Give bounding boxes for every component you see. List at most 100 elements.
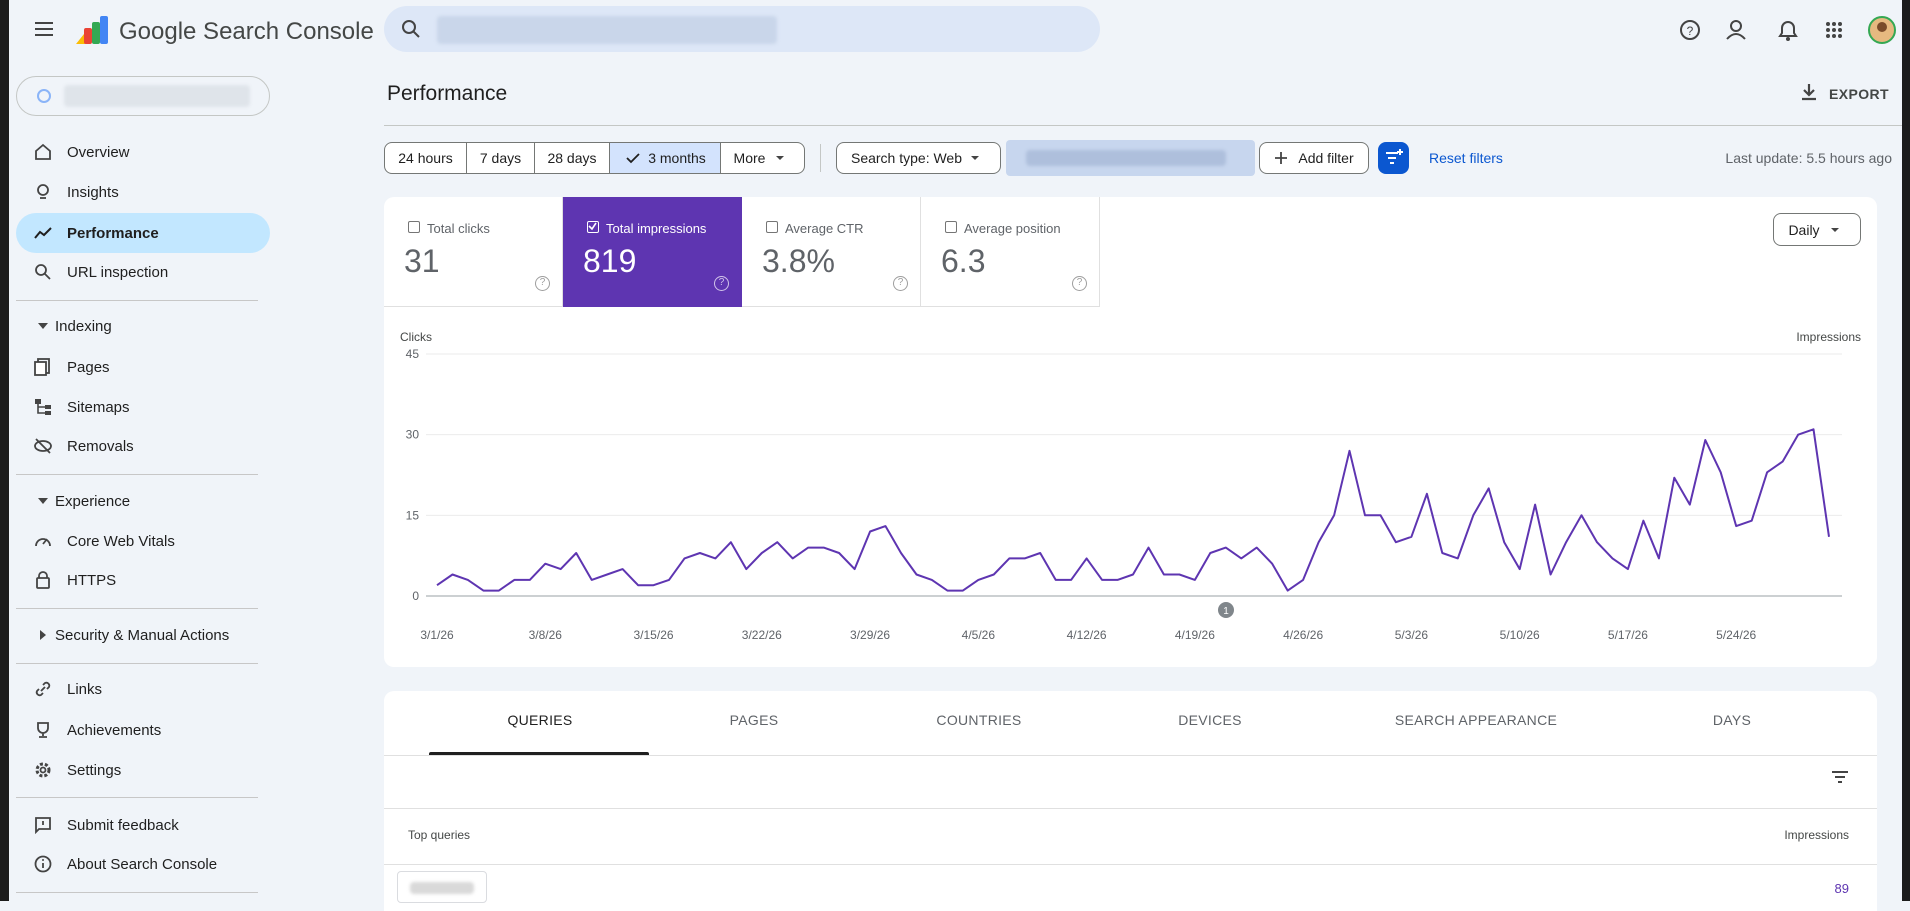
reset-filters-link[interactable]: Reset filters [1429,150,1503,166]
metric-tile[interactable]: Average CTR 3.8%? [742,197,921,307]
property-icon [37,89,51,103]
x-tick-label: 4/12/26 [1067,628,1107,642]
tab[interactable]: COUNTRIES [936,712,1022,728]
property-name [64,85,250,107]
metric-tile[interactable]: Average position 6.3? [921,197,1100,307]
nav-item[interactable]: About Search Console [16,844,270,884]
help-icon: ? [714,276,729,291]
divider [16,608,258,609]
tab[interactable]: DAYS [1712,712,1752,728]
nav-item[interactable]: Achievements [16,710,270,750]
metric-label: Average CTR [785,221,864,236]
divider [16,300,258,301]
checkbox [945,221,957,233]
nav-item[interactable]: Submit feedback [16,805,270,845]
metric-tile[interactable]: Total clicks 31? [384,197,563,307]
nav-item[interactable]: Settings [16,750,270,790]
add-filter-button[interactable]: Add filter [1259,142,1369,174]
nav-section[interactable]: Experience [16,483,270,519]
search-type-label: Search type: Web [850,150,963,166]
help-icon: ? [1072,276,1087,291]
window-edge [0,0,9,901]
menu-button[interactable] [32,18,56,40]
nav-item[interactable]: Sitemaps [16,387,270,427]
nav-label: Performance [67,224,159,242]
x-tick-label: 5/17/26 [1608,628,1648,642]
metric-label: Total clicks [427,221,490,236]
nav-label: Removals [67,437,134,455]
nav-section[interactable]: Indexing [16,308,270,344]
x-tick-label: 3/8/26 [529,628,563,642]
nav-label: About Search Console [67,855,218,873]
date-range-label: 7 days [479,150,522,166]
date-range-button[interactable]: More [720,142,805,174]
metric-label: Total impressions [606,221,707,236]
granularity-dropdown[interactable]: Daily [1773,213,1861,246]
search-type-button[interactable]: Search type: Web [836,142,1001,174]
y-tick-label: 0 [412,589,419,603]
date-range-label: 3 months [648,150,706,166]
page-filter-chip[interactable] [1006,140,1255,176]
date-range-label: 28 days [547,150,597,166]
property-selector[interactable] [16,76,270,116]
nav-label: Core Web Vitals [67,532,175,550]
metric-label: Average position [964,221,1061,236]
x-tick-label: 3/15/26 [634,628,674,642]
divider [16,797,258,798]
annotation-marker[interactable] [1218,602,1234,618]
nav-item[interactable]: Links [16,669,270,709]
nav-item[interactable]: Insights [16,172,270,212]
divider [384,808,1877,809]
tab[interactable]: SEARCH APPEARANCE [1394,712,1558,728]
svg-text:?: ? [1687,24,1694,38]
x-tick-label: 5/10/26 [1500,628,1540,642]
nav-item[interactable]: HTTPS [16,560,270,600]
annotation-label: 1 [1223,606,1229,617]
metric-tile[interactable]: Total impressions 819? [563,197,742,307]
tab[interactable]: PAGES [729,712,779,728]
tab-underline [429,752,649,755]
y-tick-label: 30 [406,428,420,442]
y-tick-label: 45 [406,347,420,361]
nav-item[interactable]: URL inspection [16,252,270,292]
x-tick-label: 4/5/26 [962,628,996,642]
nav-item[interactable]: Removals [16,426,270,466]
tab[interactable]: DEVICES [1178,712,1242,728]
table-filter-icon[interactable] [1831,769,1849,785]
header-icons: ? [1680,16,1896,44]
nav-item[interactable]: Pages [16,347,270,387]
search-icon [402,20,420,38]
page-title: Performance [387,82,508,105]
metric-value: 819 [583,243,637,279]
nav-item[interactable]: Overview [16,132,270,172]
date-range-button[interactable]: 7 days [466,142,535,174]
section-title: Security & Manual Actions [55,626,230,644]
checkbox [408,221,420,233]
date-range-button[interactable]: 3 months [609,142,721,174]
y2-axis-label: Impressions [1796,330,1861,344]
nav-label: Links [67,680,103,698]
nav-label: Sitemaps [67,398,130,416]
nav-item[interactable]: Performance [16,213,270,253]
section-title: Indexing [55,317,112,335]
window-edge [1902,0,1910,901]
date-range-button[interactable]: 28 days [534,142,610,174]
nav-label: Submit feedback [67,816,179,834]
nav-section[interactable]: Security & Manual Actions [16,617,270,653]
nav-label: Insights [67,183,119,201]
x-tick-label: 3/29/26 [850,628,890,642]
export-button[interactable]: EXPORT [1829,86,1889,102]
filter-icon-button[interactable] [1378,142,1409,174]
table-card [384,691,1877,911]
divider [384,125,1902,126]
date-range-button[interactable]: 24 hours [384,142,467,174]
nav-label: URL inspection [67,263,169,281]
query-cell[interactable] [397,871,487,903]
logo [76,16,108,44]
divider [384,864,1877,865]
nav-item[interactable]: Core Web Vitals [16,521,270,561]
impressions-cell: 89 [1834,881,1849,896]
add-filter-label: Add filter [1298,150,1354,166]
tab[interactable]: QUERIES [507,712,573,728]
